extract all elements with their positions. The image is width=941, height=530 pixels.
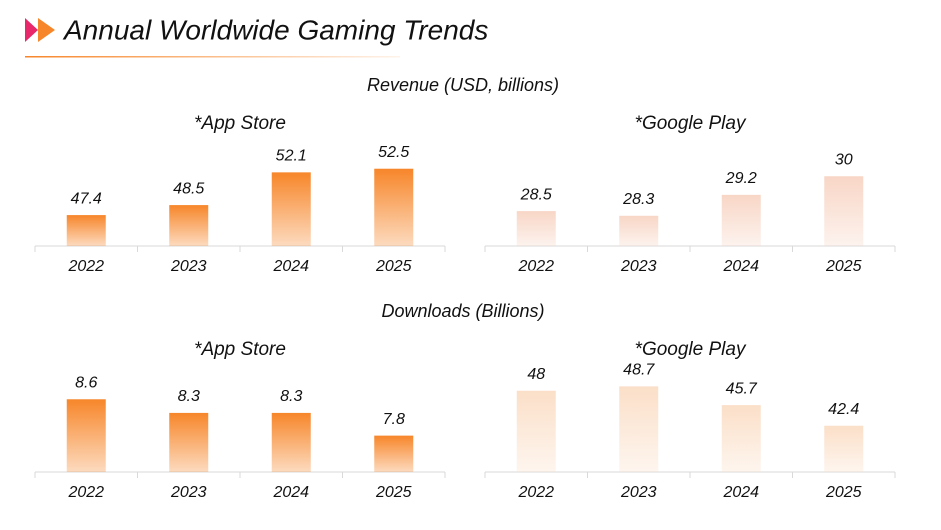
value-label: 28.5: [520, 186, 552, 203]
bar: [721, 194, 761, 246]
value-label: 48.5: [173, 180, 204, 197]
x-tick-label: 2023: [170, 484, 207, 501]
bar: [169, 205, 209, 246]
x-tick-label: 2025: [375, 484, 412, 501]
value-label: 29.2: [725, 170, 757, 187]
x-tick-label: 2025: [825, 484, 862, 501]
section-heading: Revenue (USD, billions): [367, 75, 559, 95]
value-label: 42.4: [828, 401, 859, 418]
title-underline: [25, 56, 400, 58]
value-label: 8.3: [178, 388, 200, 405]
value-label: 52.1: [276, 148, 307, 165]
x-tick-label: 2022: [517, 484, 554, 501]
value-label: 30: [835, 151, 853, 168]
x-tick-label: 2024: [722, 484, 759, 501]
x-tick-label: 2022: [67, 258, 104, 275]
value-label: 28.3: [622, 191, 654, 208]
x-tick-label: 2025: [375, 258, 412, 275]
bar: [169, 412, 209, 472]
value-label: 48: [527, 366, 545, 383]
chart-title: *Google Play: [635, 339, 747, 360]
x-tick-label: 2022: [67, 484, 104, 501]
logo-icon: [25, 18, 38, 42]
x-tick-label: 2023: [620, 484, 657, 501]
value-label: 8.6: [75, 374, 97, 391]
bar: [516, 211, 556, 246]
page-title: Annual Worldwide Gaming Trends: [62, 14, 488, 45]
value-label: 45.7: [726, 380, 758, 397]
value-label: 8.3: [280, 388, 302, 405]
bar: [374, 435, 414, 472]
bar: [516, 390, 556, 472]
x-tick-label: 2023: [170, 258, 207, 275]
x-tick-label: 2023: [620, 258, 657, 275]
logo-icon: [38, 18, 55, 42]
value-label: 7.8: [383, 411, 405, 428]
bar: [824, 176, 864, 246]
bar: [824, 425, 864, 472]
value-label: 48.7: [623, 362, 655, 379]
bar: [66, 215, 106, 246]
bar: [619, 215, 659, 246]
chart-title: *App Store: [194, 339, 286, 360]
bar: [374, 168, 414, 246]
section-heading: Downloads (Billions): [381, 301, 544, 321]
bar: [619, 386, 659, 472]
bar: [721, 405, 761, 472]
value-label: 52.5: [378, 144, 409, 161]
x-tick-label: 2022: [517, 258, 554, 275]
chart-title: *Google Play: [635, 113, 747, 134]
chart-title: *App Store: [194, 113, 286, 134]
x-tick-label: 2024: [272, 484, 309, 501]
x-tick-label: 2024: [272, 258, 309, 275]
bar: [66, 399, 106, 472]
bar: [271, 172, 311, 246]
bar: [271, 412, 311, 472]
value-label: 47.4: [71, 190, 102, 207]
x-tick-label: 2024: [722, 258, 759, 275]
x-tick-label: 2025: [825, 258, 862, 275]
